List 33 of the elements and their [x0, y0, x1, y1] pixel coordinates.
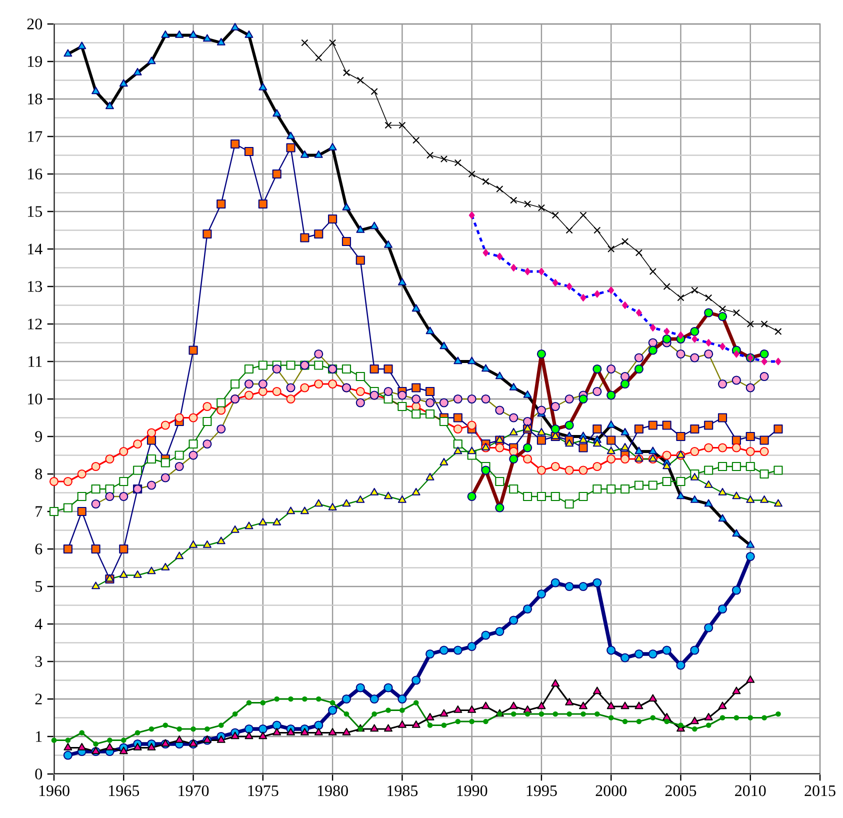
x-tick-label: 1975: [248, 785, 278, 796]
y-tick-label: 5: [36, 581, 42, 592]
x-tick-label: 2000: [596, 785, 626, 796]
y-tick-label: 9: [35, 431, 42, 442]
x-tick-label: 2015: [804, 785, 836, 796]
y-tick-label: 20: [27, 18, 42, 30]
y-tick-label: 8: [35, 468, 42, 480]
y-tick-label: 17: [28, 131, 42, 142]
x-tick-label: 1970: [178, 785, 209, 796]
y-tick-label: 7: [36, 506, 42, 517]
y-tick-label: 1: [36, 731, 42, 742]
x-tick-label: 2005: [665, 785, 696, 796]
x-tick-label: 1965: [109, 785, 140, 796]
y-tick-label: 3: [35, 656, 42, 667]
y-tick-label: 18: [28, 94, 42, 104]
y-tick-label: 19: [28, 56, 42, 67]
y-tick-label: 15: [28, 206, 42, 217]
y-tick-label: 0: [35, 768, 42, 780]
x-tick-label: 1985: [388, 785, 418, 796]
y-tick-label: 2: [35, 694, 42, 704]
x-tick-label: 2010: [735, 785, 766, 796]
y-tick-label: 11: [28, 356, 42, 367]
x-tick-label: 1990: [457, 785, 488, 796]
x-tick-label: 1995: [526, 785, 557, 796]
y-tick-label: 6: [35, 544, 42, 554]
y-tick-label: 16: [28, 168, 42, 180]
y-tick-label: 13: [28, 281, 42, 292]
y-tick-label: 4: [34, 618, 42, 630]
x-tick-label: 1960: [39, 785, 70, 796]
y-tick-label: 12: [28, 318, 42, 330]
x-tick-label: 1980: [318, 785, 348, 796]
y-tick-label: 10: [28, 394, 42, 404]
y-tick-label: 14: [28, 244, 42, 254]
